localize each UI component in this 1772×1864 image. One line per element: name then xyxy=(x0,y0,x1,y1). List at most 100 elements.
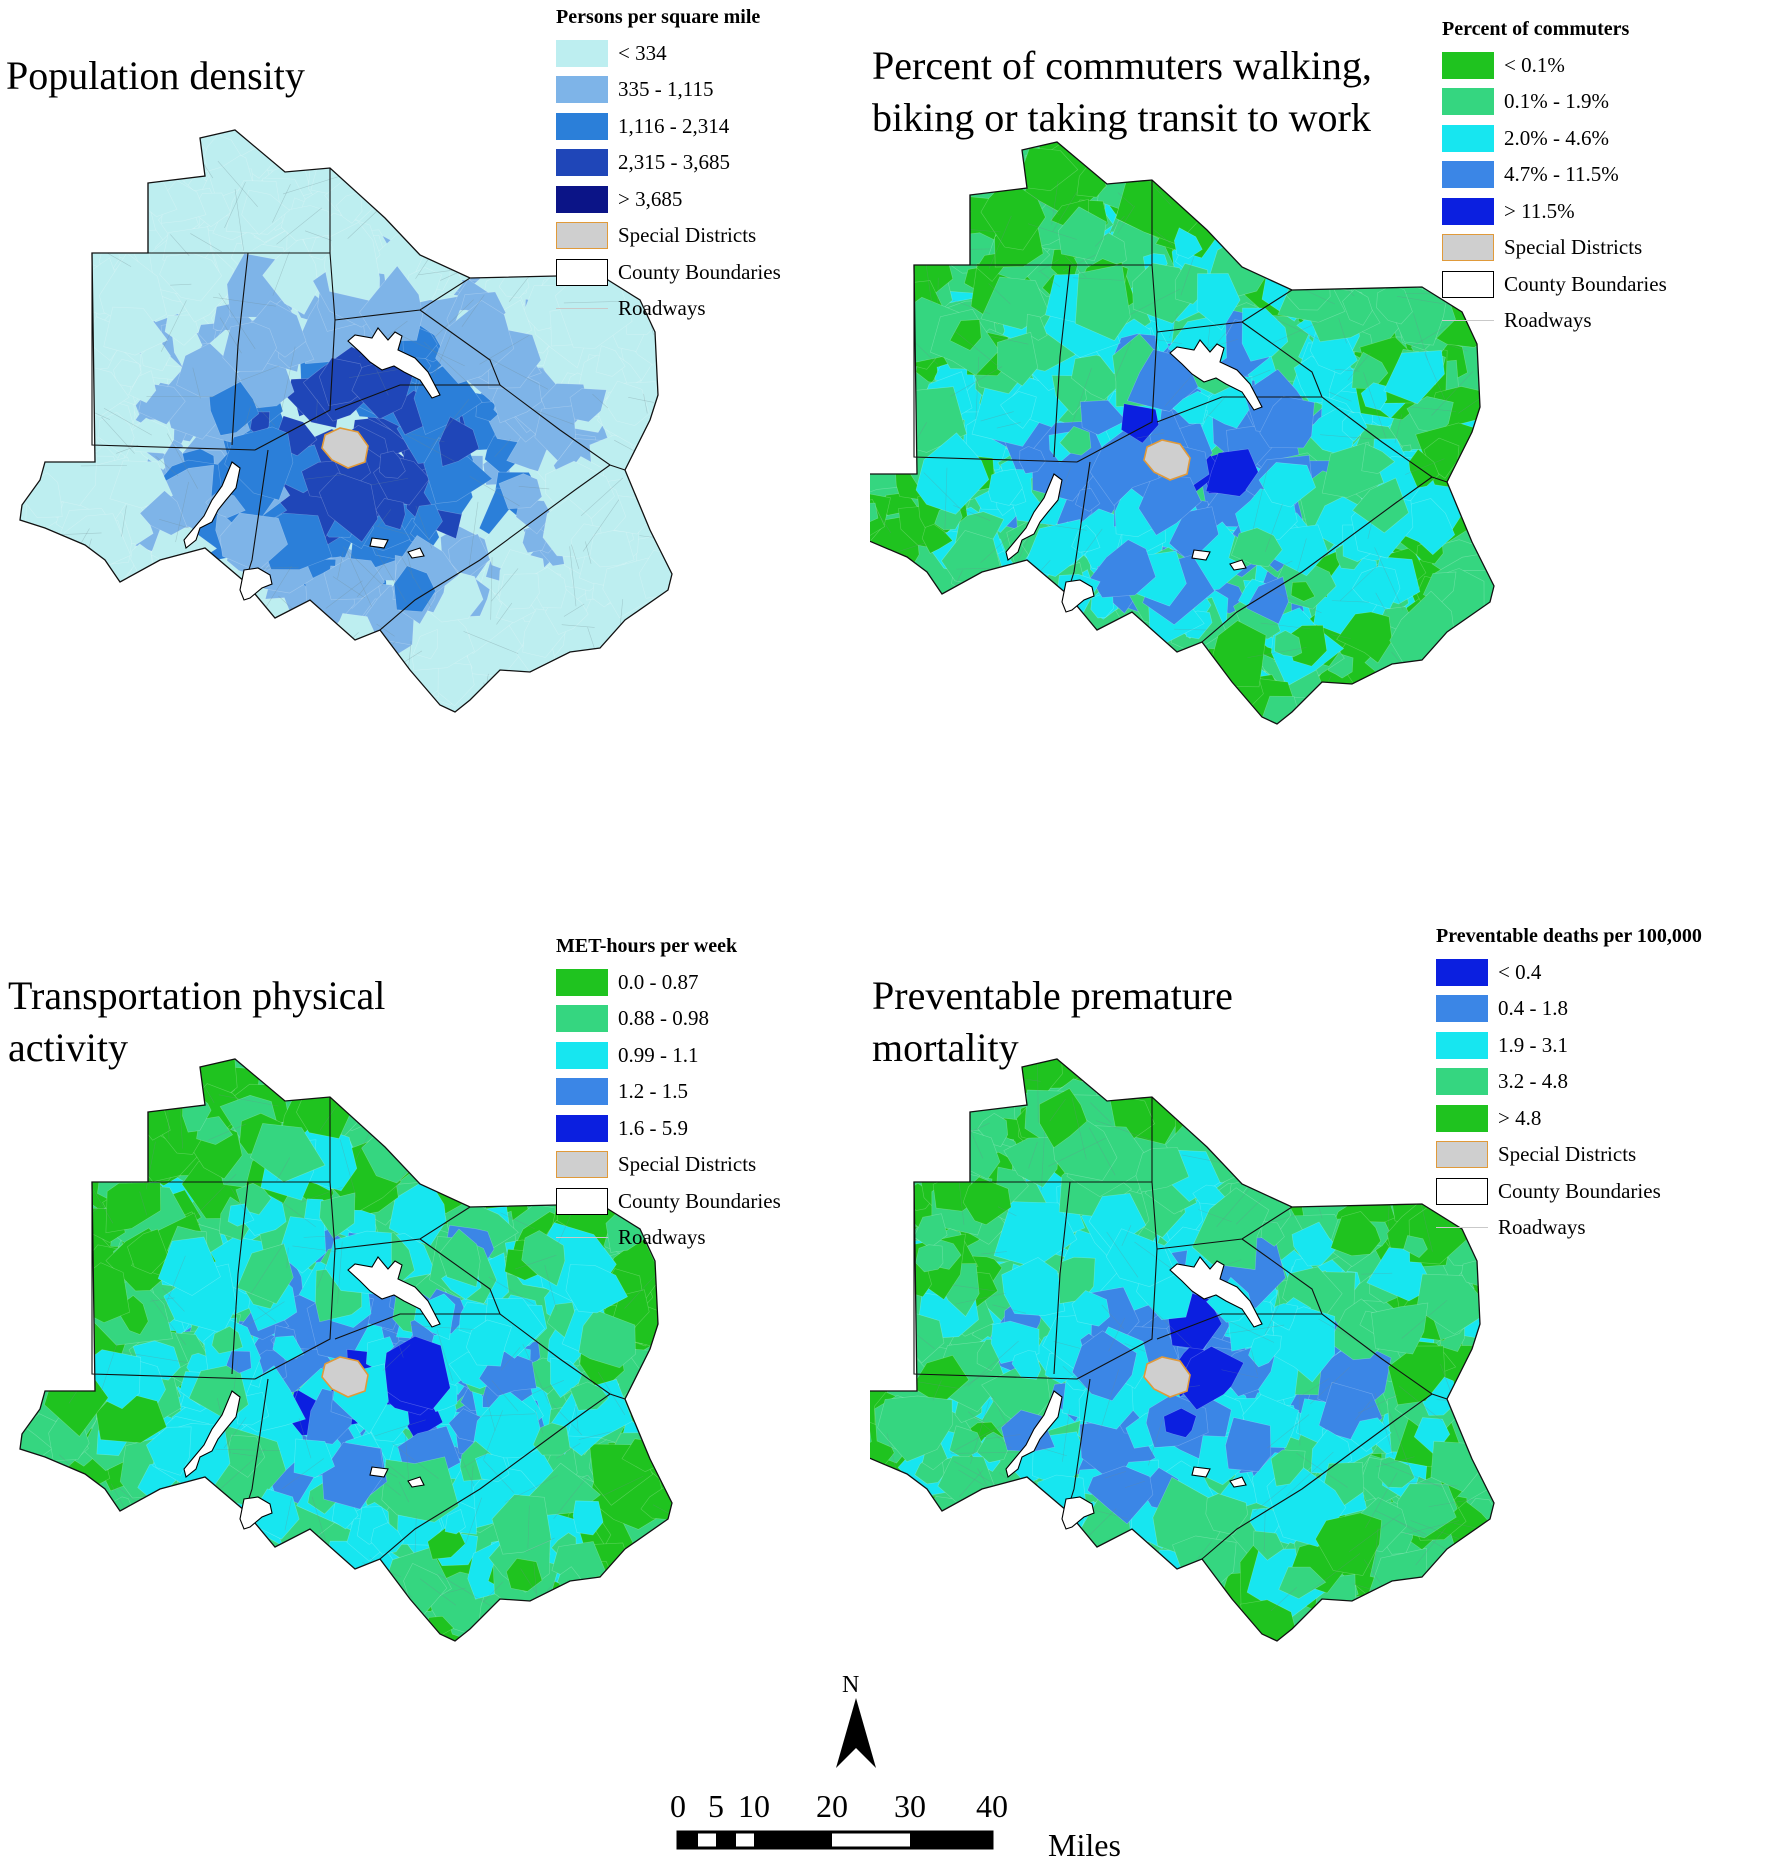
legend-item: Special Districts xyxy=(1436,1137,1702,1174)
legend-item: Special Districts xyxy=(556,1147,781,1184)
legend-item: 1.9 - 3.1 xyxy=(1436,1027,1702,1064)
legend-label: County Boundaries xyxy=(618,1189,781,1214)
lake xyxy=(370,1467,388,1477)
scale-unit: Miles xyxy=(1048,1827,1121,1864)
lake xyxy=(1192,550,1210,560)
legend-swatch xyxy=(556,308,608,309)
legend-item: 1.2 - 1.5 xyxy=(556,1074,781,1111)
scale-tick-label: 30 xyxy=(894,1788,926,1825)
legend-item: < 0.4 xyxy=(1436,954,1702,991)
legend-swatch xyxy=(1436,1105,1488,1132)
scale-tick-label: 40 xyxy=(976,1788,1008,1825)
legend-swatch xyxy=(556,1005,608,1032)
legend-item: 4.7% - 11.5% xyxy=(1442,157,1667,194)
legend-label: > 11.5% xyxy=(1504,199,1575,224)
legend-label: > 4.8 xyxy=(1498,1106,1541,1131)
legend-item: Special Districts xyxy=(1442,230,1667,267)
legend-label: Special Districts xyxy=(1504,235,1642,260)
panel-title: Transportation physical activity xyxy=(8,970,385,1074)
legend-label: 2.0% - 4.6% xyxy=(1504,126,1609,151)
legend-swatch xyxy=(1442,234,1494,261)
legend-label: 0.99 - 1.1 xyxy=(618,1043,699,1068)
legend-item: 0.99 - 1.1 xyxy=(556,1037,781,1074)
legend-label: 0.0 - 0.87 xyxy=(618,970,699,995)
scale-tick-label: 10 xyxy=(738,1788,770,1825)
legend-swatch xyxy=(556,40,608,67)
legend-title: Percent of commuters xyxy=(1442,18,1667,41)
legend-swatch xyxy=(1436,1178,1488,1205)
legend-swatch xyxy=(1442,88,1494,115)
legend-label: Special Districts xyxy=(618,223,756,248)
legend-label: Roadways xyxy=(618,296,706,321)
legend-item: Roadways xyxy=(1442,303,1667,340)
legend-label: 1.9 - 3.1 xyxy=(1498,1033,1568,1058)
lake xyxy=(370,538,388,548)
legend-item: 335 - 1,115 xyxy=(556,72,781,109)
legend-label: Special Districts xyxy=(618,1152,756,1177)
legend-label: 0.1% - 1.9% xyxy=(1504,89,1609,114)
legend-label: < 334 xyxy=(618,41,667,66)
legend-swatch xyxy=(1442,198,1494,225)
legend-swatch xyxy=(556,1151,608,1178)
legend-swatch xyxy=(1442,320,1494,321)
legend-swatch xyxy=(556,1042,608,1069)
legend-swatch xyxy=(1442,125,1494,152)
legend-title: Persons per square mile xyxy=(556,6,781,29)
legend-swatch xyxy=(1436,1068,1488,1095)
legend-item: County Boundaries xyxy=(1442,266,1667,303)
legend: Percent of commuters < 0.1% 0.1% - 1.9% 2.0… xyxy=(1442,18,1667,339)
legend-swatch xyxy=(556,1078,608,1105)
legend-swatch xyxy=(1442,52,1494,79)
legend-item: 1.6 - 5.9 xyxy=(556,1110,781,1147)
legend-swatch xyxy=(1442,271,1494,298)
legend-item: Roadways xyxy=(556,291,781,328)
legend-label: < 0.1% xyxy=(1504,53,1565,78)
legend-label: 3.2 - 4.8 xyxy=(1498,1069,1568,1094)
legend-item: County Boundaries xyxy=(1436,1173,1702,1210)
legend-swatch xyxy=(1436,959,1488,986)
north-arrow-icon xyxy=(660,1660,1220,1860)
legend-item: < 0.1% xyxy=(1442,47,1667,84)
legend-title: Preventable deaths per 100,000 xyxy=(1436,925,1702,948)
legend-item: 2.0% - 4.6% xyxy=(1442,120,1667,157)
legend-label: Special Districts xyxy=(1498,1142,1636,1167)
scale-tick-label: 20 xyxy=(816,1788,848,1825)
legend-item: 2,315 - 3,685 xyxy=(556,145,781,182)
legend-label: > 3,685 xyxy=(618,187,682,212)
legend-swatch xyxy=(556,186,608,213)
legend-item: 0.0 - 0.87 xyxy=(556,964,781,1001)
legend-item: County Boundaries xyxy=(556,254,781,291)
legend-item: Roadways xyxy=(556,1220,781,1257)
legend-label: Roadways xyxy=(618,1225,706,1250)
legend-item: > 11.5% xyxy=(1442,193,1667,230)
legend-label: 0.4 - 1.8 xyxy=(1498,996,1568,1021)
legend-swatch xyxy=(556,222,608,249)
legend-label: 1.2 - 1.5 xyxy=(618,1079,688,1104)
legend-label: Roadways xyxy=(1504,308,1592,333)
scale-tick-label: 0 xyxy=(670,1788,686,1825)
legend-swatch xyxy=(556,1115,608,1142)
legend-label: Roadways xyxy=(1498,1215,1586,1240)
legend-swatch xyxy=(556,969,608,996)
scale-tick-label: 5 xyxy=(708,1788,724,1825)
legend-item: 0.88 - 0.98 xyxy=(556,1001,781,1038)
legend-title: MET-hours per week xyxy=(556,935,781,958)
legend-item: Roadways xyxy=(1436,1210,1702,1247)
legend-swatch xyxy=(1436,1227,1488,1228)
legend-label: 4.7% - 11.5% xyxy=(1504,162,1619,187)
legend-label: < 0.4 xyxy=(1498,960,1541,985)
legend-label: 335 - 1,115 xyxy=(618,77,713,102)
legend-item: 1,116 - 2,314 xyxy=(556,108,781,145)
legend-swatch xyxy=(556,113,608,140)
legend-label: 2,315 - 3,685 xyxy=(618,150,730,175)
legend-swatch xyxy=(1436,1032,1488,1059)
legend-swatch xyxy=(556,1237,608,1238)
legend-item: County Boundaries xyxy=(556,1183,781,1220)
legend-label: 0.88 - 0.98 xyxy=(618,1006,709,1031)
tract-polygon xyxy=(1226,1418,1271,1472)
legend-label: 1.6 - 5.9 xyxy=(618,1116,688,1141)
legend: Persons per square mile < 334 335 - 1,115 1… xyxy=(556,6,781,327)
legend-swatch xyxy=(1436,1141,1488,1168)
legend-swatch xyxy=(556,259,608,286)
